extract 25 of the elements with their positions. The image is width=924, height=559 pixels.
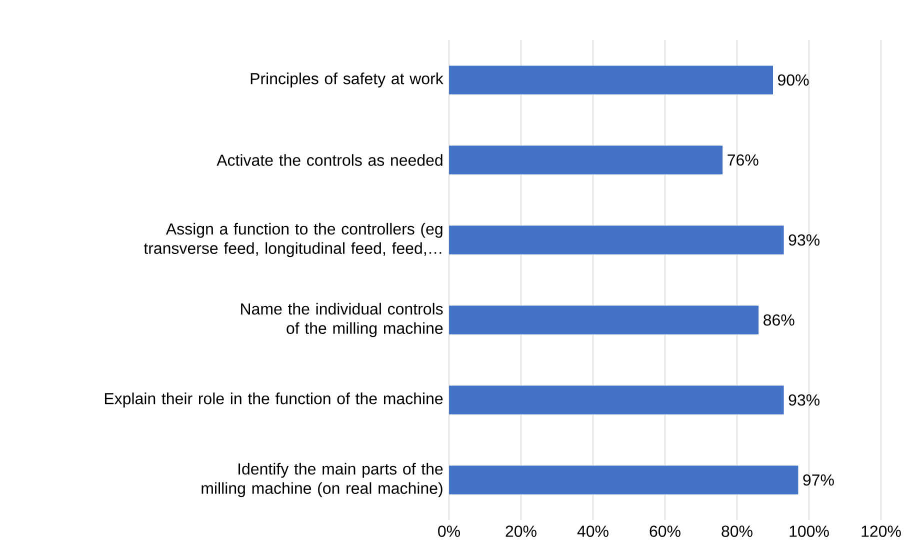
y-tick-label: Assign a function to the controllers (eg transverse feed, longitudinal feed, feed,… [144,222,442,258]
bar [449,386,784,414]
bar [449,226,784,254]
bar [449,146,723,174]
data-label: 93% [788,234,820,246]
bar [449,466,798,494]
x-tick-label: 120% [862,526,901,537]
y-tick-label: Activate the controls as needed [216,154,442,166]
data-label: 93% [788,394,820,406]
data-label: 76% [728,154,758,166]
x-tick-label: 80% [722,526,752,537]
y-tick-label: Explain their role in the function of the machine [104,392,443,408]
x-tick-label: 60% [650,526,680,537]
x-tick-label: 20% [506,526,536,537]
x-tick-label: 40% [577,526,608,537]
bar [449,306,759,334]
x-tick-label: 0% [438,526,460,537]
y-tick-label: Principles of safety at work [250,72,444,88]
x-tick-label: 100% [790,526,829,537]
data-label: 90% [778,74,809,86]
data-label: 97% [803,474,834,486]
data-label: 86% [764,314,794,326]
bar [449,66,773,94]
y-tick-label: Name the individual controls of the milling machine [241,302,443,338]
y-tick-label: Identify the main parts of the milling machine (on real machine) [202,462,443,498]
